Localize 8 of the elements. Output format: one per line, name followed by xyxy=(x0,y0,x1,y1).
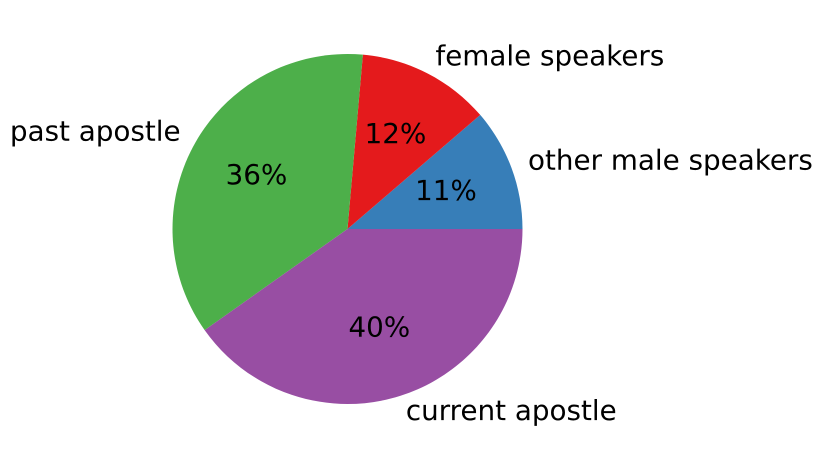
data-label: 12% xyxy=(368,122,425,144)
slice-label: female speakers xyxy=(436,44,663,72)
slice-label: current apostle xyxy=(407,399,616,426)
slice-label: past apostle xyxy=(12,120,180,147)
data-label: 40% xyxy=(350,316,409,338)
slice-label: other male speakers xyxy=(530,148,812,176)
data-label: 36% xyxy=(228,164,286,185)
data-label: 11% xyxy=(418,180,476,201)
